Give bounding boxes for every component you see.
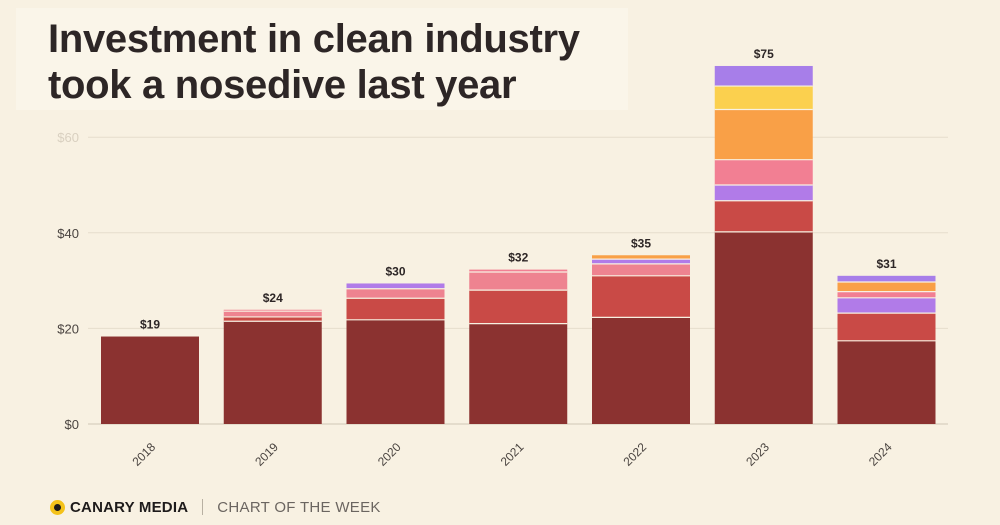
x-tick-label: 2022 xyxy=(620,440,649,469)
bar-segment xyxy=(223,309,322,312)
bar-segment xyxy=(223,316,322,322)
bar-total-label: $30 xyxy=(385,264,405,278)
bar-segment xyxy=(714,200,813,232)
y-tick-label: $20 xyxy=(57,321,79,336)
bar-segment xyxy=(346,288,445,299)
brand-name: CANARY MEDIA xyxy=(70,498,189,516)
bar-total-label: $32 xyxy=(508,251,528,265)
bar-segment xyxy=(592,255,690,260)
bar-segment xyxy=(346,319,445,424)
chart-title-line-1: Investment in clean industry xyxy=(48,17,580,61)
bar-segment xyxy=(469,323,568,424)
bar-total-label: $75 xyxy=(754,47,774,61)
bar-segment xyxy=(346,298,445,320)
bar-total-label: $19 xyxy=(140,318,160,332)
x-tick-label: 2018 xyxy=(129,440,158,469)
x-tick-label: 2019 xyxy=(252,440,281,469)
y-tick-label: $0 xyxy=(65,417,79,432)
bar-segment xyxy=(837,291,936,298)
bar-segment xyxy=(714,109,813,160)
bar-segment xyxy=(837,313,936,341)
bar-segment xyxy=(469,271,568,291)
x-tick-label: 2023 xyxy=(743,440,772,469)
bar-total-label: $24 xyxy=(263,291,283,305)
bar-segment xyxy=(592,275,690,318)
bar-segment xyxy=(592,263,690,276)
bar-segment xyxy=(714,231,813,424)
y-tick-label: $60 xyxy=(57,130,79,145)
bar-segment xyxy=(346,283,445,289)
bar-segment xyxy=(469,290,568,324)
x-tick-label: 2021 xyxy=(498,440,527,469)
bar-segment xyxy=(592,317,690,424)
bar-total-label: $35 xyxy=(631,236,651,250)
footer: CANARY MEDIA CHART OF THE WEEK xyxy=(50,494,381,520)
title-background xyxy=(16,8,628,110)
bar-segment xyxy=(837,297,936,314)
bar-segment xyxy=(714,159,813,185)
bar-segment xyxy=(223,321,322,424)
canary-logo-icon xyxy=(50,499,65,515)
chart-title: Investment in clean industry took a nose… xyxy=(48,16,580,108)
bar-segment xyxy=(714,185,813,201)
bar-segment xyxy=(714,86,813,110)
bar-segment xyxy=(837,282,936,292)
footer-tagline: CHART OF THE WEEK xyxy=(217,498,381,516)
x-tick-label: 2024 xyxy=(866,440,895,469)
bar-total-label: $31 xyxy=(876,257,896,271)
chart-title-line-2: took a nosedive last year xyxy=(48,63,517,107)
footer-divider xyxy=(202,499,204,515)
x-tick-label: 2020 xyxy=(375,440,404,469)
bar-segment xyxy=(469,269,568,272)
bar-segment xyxy=(837,340,936,424)
bar-segment xyxy=(592,259,690,264)
bar-segment xyxy=(101,336,199,424)
y-tick-label: $40 xyxy=(57,226,79,241)
bar-segment xyxy=(837,275,936,283)
bar-segment xyxy=(223,311,322,317)
bar-segment xyxy=(714,65,813,87)
